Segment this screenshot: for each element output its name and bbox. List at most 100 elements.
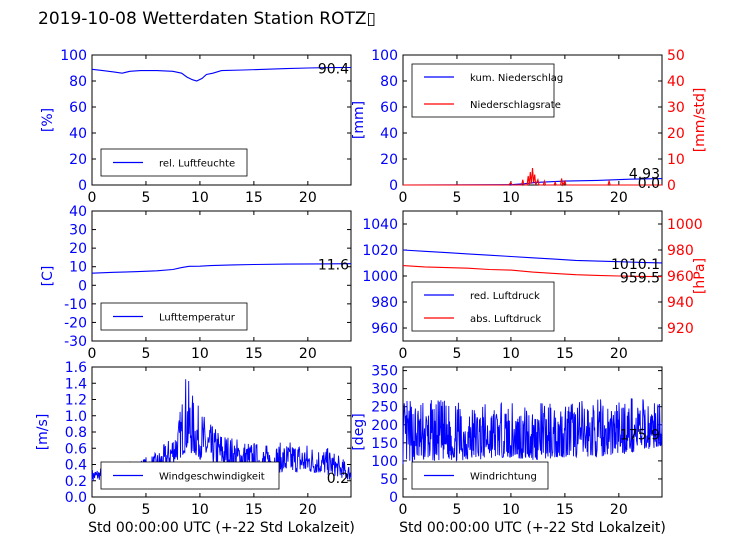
precipitation-y2-tick-label: 40 [667,74,685,90]
windspeed-y-tick-label: 1.6 [65,360,87,376]
pressure-x-tick-label: 15 [556,346,574,362]
precipitation-legend-label: Niederschlagsrate [470,100,561,111]
pressure-y2-axis-label: [hPa] [692,258,708,294]
precipitation-y2-tick-label: 50 [667,48,685,64]
winddirection-x-tick-label: 20 [610,502,628,518]
precipitation-last-value: 4.93 [629,167,660,183]
temperature-y-tick-label: 30 [69,223,87,239]
pressure-legend-label: red. Luftdruck [470,291,540,302]
precipitation-y-tick-label: 60 [380,100,398,116]
windspeed-y-tick-label: 0.2 [65,474,87,490]
precipitation-y2-tick-label: 20 [667,126,685,142]
pressure-y2-tick-label: 920 [667,321,694,337]
winddirection-x-axis-label: Std 00:00:00 UTC (+-22 Std Lokalzeit) [399,520,666,536]
pressure-y2-tick-label: 1000 [667,217,703,233]
precipitation-legend-box [411,63,555,118]
pressure-x-tick-label: 20 [610,346,628,362]
pressure-last-value: 959.5 [620,271,660,287]
pressure-x-tick-label: 5 [452,346,461,362]
windspeed-y-tick-label: 0.0 [65,490,87,506]
windspeed-y-tick-label: 1.2 [65,393,87,409]
precipitation-series-line-2 [403,168,662,187]
windspeed-x-tick-label: 10 [191,502,209,518]
winddirection-y-tick-label: 300 [371,382,398,398]
temperature-legend-label: Lufttemperatur [159,313,236,324]
humidity-y-tick-label: 40 [69,126,87,142]
precipitation-y-axis-label: [mm] [351,101,367,139]
humidity-y-tick-label: 0 [78,178,87,194]
pressure-y2-tick-label: 980 [667,243,694,259]
humidity-legend-label: rel. Luftfeuchte [159,159,235,170]
precipitation-x-tick-label: 0 [399,190,408,206]
humidity-y-axis-label: [%] [40,108,56,132]
windspeed-y-tick-label: 1.0 [65,409,87,425]
winddirection-series-line [402,398,663,465]
precipitation-y-tick-label: 20 [380,152,398,168]
precipitation-y2-axis-label: [mm/std] [692,88,708,153]
pressure-y-tick-label: 1000 [362,269,398,285]
pressure-series-line-1 [402,249,663,264]
windspeed-last-value: 0.2 [327,471,349,487]
pressure-y-tick-label: 1040 [362,217,398,233]
temperature-y-tick-label: -10 [64,297,87,313]
humidity-y-tick-label: 100 [60,48,87,64]
precipitation-legend-label: kum. Niederschlag [470,73,563,84]
temperature-y-axis-label: [C] [40,266,56,287]
pressure-y-tick-label: 980 [371,295,398,311]
winddirection-last-value: 175.9 [620,427,660,443]
humidity-y-tick-label: 20 [69,152,87,168]
humidity-x-tick-label: 20 [299,190,317,206]
temperature-x-tick-label: 0 [88,346,97,362]
humidity-y-tick-label: 60 [69,100,87,116]
temperature-x-tick-label: 20 [299,346,317,362]
windspeed-y-tick-label: 0.8 [65,425,87,441]
winddirection-x-tick-label: 0 [399,502,408,518]
precipitation-y2-tick-label: 0 [667,178,676,194]
temperature-x-tick-label: 5 [141,346,150,362]
humidity-series-line-1 [91,66,352,82]
precipitation-y-tick-label: 40 [380,126,398,142]
precipitation-y2-tick-label: 30 [667,100,685,116]
pressure-series-line-2 [402,265,663,278]
windspeed-y-axis-label: [m/s] [35,414,51,451]
winddirection-y-tick-label: 200 [371,418,398,434]
winddirection-y-tick-label: 350 [371,364,398,380]
winddirection-x-tick-label: 10 [502,502,520,518]
humidity-x-tick-label: 5 [141,190,150,206]
windspeed-legend-label: Windgeschwindigkeit [159,472,265,483]
precipitation-y-tick-label: 0 [389,178,398,194]
winddirection-y-tick-label: 150 [371,436,398,452]
precipitation-x-tick-label: 5 [452,190,461,206]
precipitation-last-value: 0.0 [638,176,660,192]
humidity-y-tick-label: 80 [69,74,87,90]
humidity-x-tick-label: 0 [88,190,97,206]
winddirection-legend-label: Windrichtung [470,472,537,483]
winddirection-x-tick-label: 15 [556,502,574,518]
windspeed-x-tick-label: 15 [245,502,263,518]
pressure-y-tick-label: 1020 [362,243,398,259]
pressure-y2-tick-label: 960 [667,269,694,285]
humidity-x-tick-label: 10 [191,190,209,206]
humidity-last-value: 90.4 [318,61,349,77]
temperature-x-tick-label: 10 [191,346,209,362]
pressure-legend-label: abs. Luftdruck [470,314,541,325]
windspeed-x-tick-label: 5 [141,502,150,518]
pressure-y2-tick-label: 940 [667,295,694,311]
precipitation-x-tick-label: 20 [610,190,628,206]
winddirection-y-axis-label: [deg] [351,413,367,450]
temperature-last-value: 11.6 [318,258,349,274]
precipitation-x-tick-label: 10 [502,190,520,206]
windspeed-x-axis-label: Std 00:00:00 UTC (+-22 Std Lokalzeit) [88,520,355,536]
winddirection-y-tick-label: 50 [380,472,398,488]
winddirection-y-tick-label: 0 [389,490,398,506]
windspeed-x-tick-label: 20 [299,502,317,518]
pressure-x-tick-label: 10 [502,346,520,362]
winddirection-y-tick-label: 250 [371,400,398,416]
pressure-y-tick-label: 960 [371,321,398,337]
pressure-x-tick-label: 0 [399,346,408,362]
temperature-y-tick-label: 0 [78,278,87,294]
temperature-y-tick-label: -30 [64,334,87,350]
precipitation-y2-tick-label: 10 [667,152,685,168]
temperature-series-line-1 [91,263,352,274]
